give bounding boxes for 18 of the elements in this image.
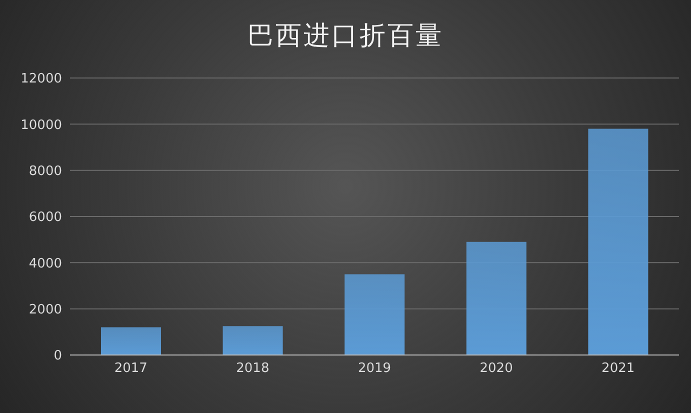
y-tick-label: 4000 <box>28 256 62 272</box>
bar <box>344 274 405 355</box>
y-tick-label: 10000 <box>20 118 62 133</box>
x-tick-label: 2018 <box>236 361 270 376</box>
chart-title: 巴西进口折百量 <box>246 20 444 53</box>
x-tick-label: 2017 <box>114 361 148 376</box>
bar <box>466 242 526 355</box>
y-tick-label: 0 <box>54 348 62 364</box>
y-tick-label: 2000 <box>28 302 62 318</box>
y-tick-label: 8000 <box>28 164 62 179</box>
x-tick-label: 2020 <box>480 361 513 376</box>
bar <box>101 327 161 355</box>
bar <box>588 128 648 355</box>
bar <box>222 326 283 355</box>
x-tick-label: 2019 <box>358 361 392 376</box>
x-tick-label: 2021 <box>602 361 635 376</box>
y-tick-label: 6000 <box>28 210 62 226</box>
y-tick-label: 12000 <box>20 72 62 87</box>
